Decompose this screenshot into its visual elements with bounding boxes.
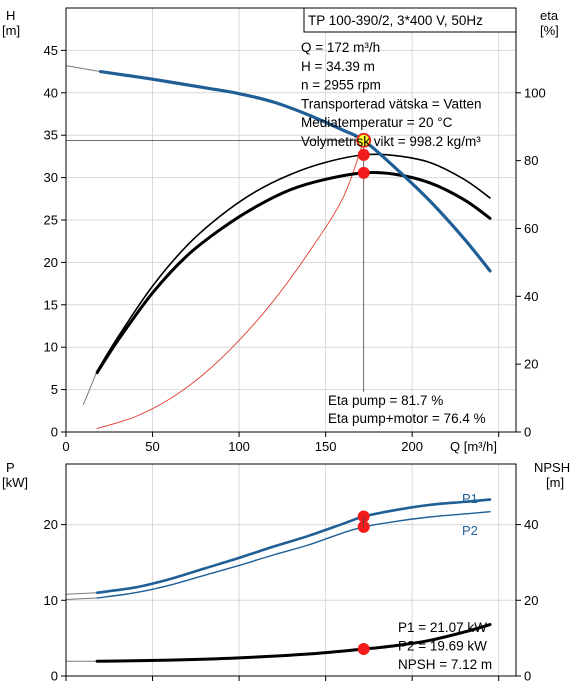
x-tick-label: 100 (228, 439, 250, 454)
info-line: n = 2955 rpm (301, 78, 381, 93)
p2-curve-line (96, 511, 491, 599)
p1-curve-line (95, 498, 492, 595)
y-right-tick-label: 80 (524, 153, 538, 168)
y-left-tick-label: 5 (51, 382, 58, 397)
y-left-tick-label: 35 (44, 128, 58, 143)
plot-area-1 (66, 464, 516, 676)
system-curve-line (96, 139, 365, 430)
y-left-tick-label: 10 (44, 340, 58, 355)
y-left-tick-label: 45 (44, 43, 58, 58)
y-left-tick-label: 25 (44, 213, 58, 228)
head-curve-line (99, 70, 492, 273)
top-right-axis-title: eta (540, 8, 559, 23)
power-info-line: NPSH = 7.12 m (398, 657, 492, 672)
y-left-tick-label: 0 (51, 669, 58, 684)
head-curve-extension (65, 65, 101, 73)
x-tick-label: 0 (62, 439, 69, 454)
power-info-line: P1 = 21.07 kW (398, 620, 487, 635)
eta-info-line: Eta pump+motor = 76.4 % (328, 411, 486, 426)
y-left-tick-label: 0 (51, 425, 58, 440)
y-right-tick-label: 0 (524, 669, 531, 684)
bottom-right-axis-title: NPSH (534, 460, 570, 475)
top-left-axis-unit: [m] (2, 23, 20, 38)
y-right-tick-label: 60 (524, 221, 538, 236)
y-left-tick-label: 40 (44, 85, 58, 100)
y-left-tick-label: 20 (44, 255, 58, 270)
p2-curve-extension (65, 597, 98, 601)
top-right-axis-unit: [%] (540, 23, 559, 38)
y-right-tick-label: 40 (524, 517, 538, 532)
info-line: Q = 172 m³/h (301, 40, 380, 55)
op-point-H (356, 132, 372, 148)
p2-series-label: P2 (462, 523, 478, 538)
y-right-tick-label: 0 (524, 425, 531, 440)
y-left-tick-label: 20 (44, 517, 58, 532)
p1-curve-extension (65, 592, 98, 595)
y-left-tick-label: 10 (44, 593, 58, 608)
info-line: Mediatemperatur = 20 °C (301, 115, 453, 130)
bottom-left-axis-title: P (6, 460, 15, 475)
x-tick-label: 200 (401, 439, 423, 454)
chart-title: TP 100-390/2, 3*400 V, 50Hz (308, 13, 483, 28)
plot-frame-0 (65, 7, 517, 433)
power-info-line: P2 = 19.69 kW (398, 639, 487, 654)
x-axis-title: Q [m³/h] (450, 439, 497, 454)
top-left-axis-title: H (6, 8, 15, 23)
eta-pump-curve-extension (82, 370, 98, 406)
title-box (303, 7, 517, 33)
info-line: Transporterad vätska = Vatten (301, 96, 481, 111)
y-right-tick-label: 100 (524, 85, 546, 100)
x-tick-label: 50 (145, 439, 159, 454)
bottom-right-axis-unit: [m] (546, 475, 564, 490)
y-left-tick-label: 15 (44, 297, 58, 312)
eta-info-line: Eta pump = 81.7 % (328, 393, 443, 408)
op-point-NPSH (357, 643, 370, 656)
op-point-eta_pump (357, 148, 370, 161)
y-right-tick-label: 40 (524, 289, 538, 304)
p1-series-label: P1 (462, 491, 478, 506)
eta-total-curve-line (95, 170, 492, 375)
y-right-tick-label: 20 (524, 593, 538, 608)
y-right-tick-label: 20 (524, 357, 538, 372)
info-line: H = 34.39 m (301, 59, 375, 74)
info-line: Volymetrisk vikt = 998.2 kg/m³ (301, 134, 481, 149)
y-left-tick-label: 30 (44, 170, 58, 185)
eta-pump-curve-line (96, 153, 491, 372)
x-tick-label: 150 (315, 439, 337, 454)
op-point-eta_total (357, 166, 370, 179)
plot-frame-1 (65, 463, 517, 677)
bottom-left-axis-unit: [kW] (2, 475, 28, 490)
